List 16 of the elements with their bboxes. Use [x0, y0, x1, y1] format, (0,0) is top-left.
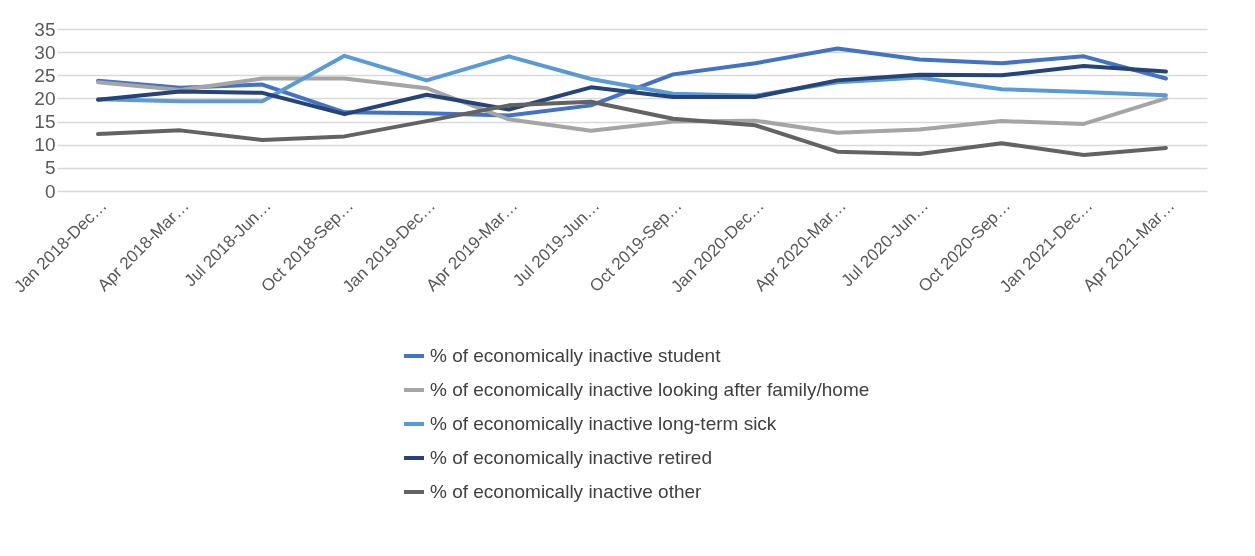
line-series [96, 99, 1168, 157]
line-series [96, 76, 1168, 135]
line-series [96, 64, 1168, 117]
legend-label: % of economically inactive other [430, 481, 703, 502]
y-tick-label: 5 [44, 157, 56, 179]
y-tick-label: 20 [34, 87, 56, 109]
legend-label: % of economically inactive student [430, 345, 722, 366]
legend-label: % of economically inactive retired [430, 447, 712, 468]
legend-label: % of economically inactive looking after family/home [430, 379, 870, 400]
y-tick-label: 10 [34, 134, 56, 156]
y-tick-label: 25 [34, 64, 56, 86]
legend-label: % of economically inactive long-term sick [430, 413, 777, 434]
y-tick-label: 35 [34, 18, 56, 40]
y-tick-label: 15 [34, 111, 56, 133]
y-tick-label: 0 [44, 180, 56, 202]
y-tick-label: 30 [34, 41, 56, 63]
